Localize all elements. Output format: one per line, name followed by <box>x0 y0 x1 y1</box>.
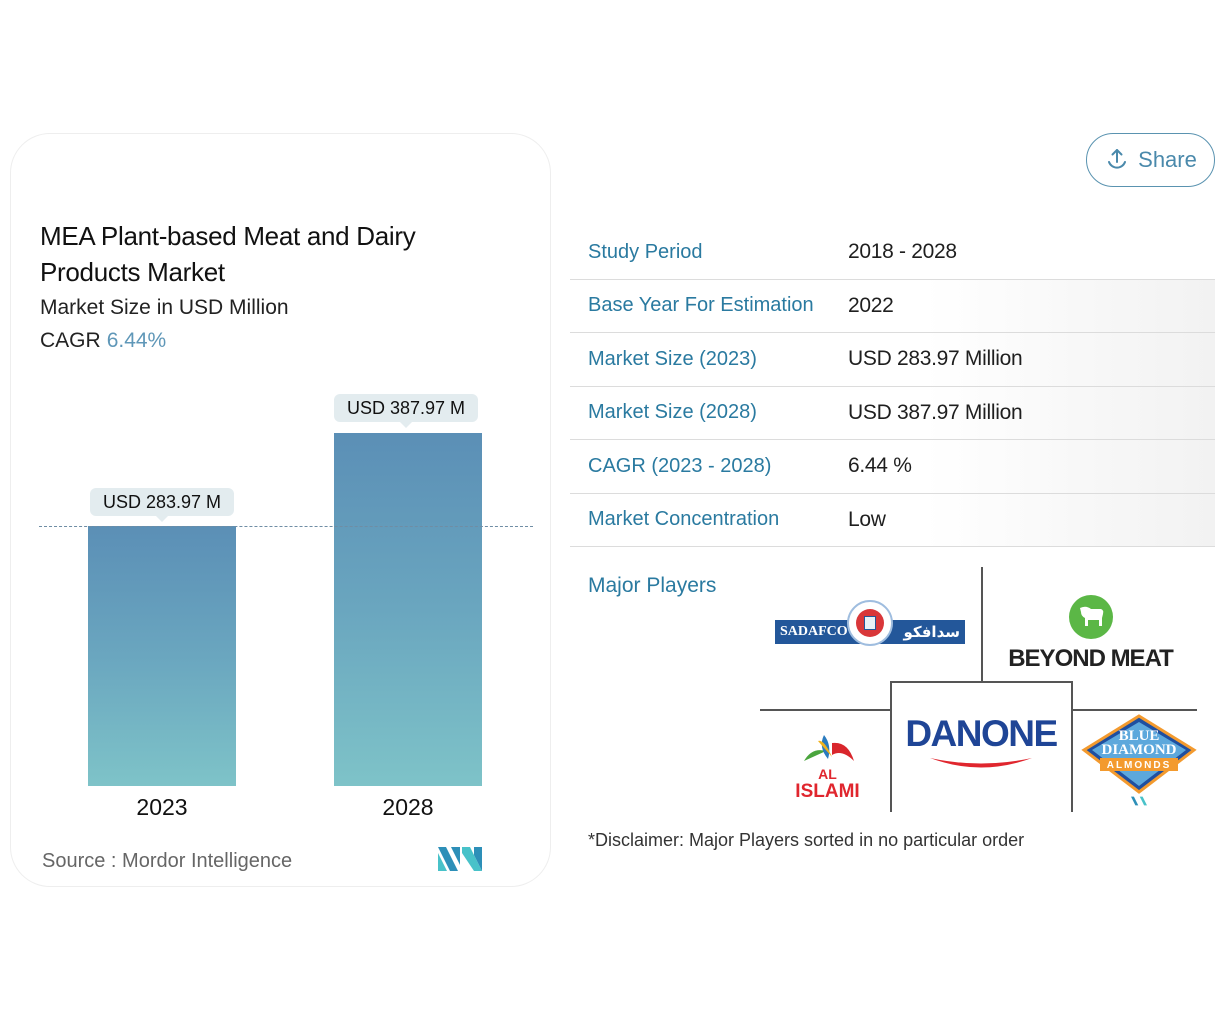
mordor-watermark-icon <box>1131 796 1147 805</box>
logo-blue-diamond: BLUE DIAMOND ALMONDS <box>1078 712 1200 807</box>
bar-chart: USD 283.97 M USD 387.97 M 2023 2028 <box>11 134 552 888</box>
share-upload-icon <box>1108 149 1127 169</box>
sadafco-name: SADAFCO <box>780 624 848 639</box>
row-value: 2022 <box>848 293 894 317</box>
chart-title: MEA Plant-based Meat and Dairy Products … <box>40 221 416 287</box>
al-islami-line2: ISLAMI <box>795 781 860 802</box>
cagr-label: CAGR <box>40 329 101 352</box>
row-key: CAGR (2023 - 2028) <box>588 454 772 477</box>
table-row-market-size-2028: Market Size (2028) USD 387.97 Million <box>570 386 1215 440</box>
grid-divider <box>760 709 890 711</box>
cagr-line: CAGR 6.44% <box>40 329 166 353</box>
grid-divider <box>890 681 1072 683</box>
row-key: Market Concentration <box>588 508 780 531</box>
share-label: Share <box>1138 147 1197 172</box>
major-players-title: Major Players <box>588 574 717 597</box>
bar-label-2023: USD 283.97 M <box>90 488 235 522</box>
grid-divider <box>1071 681 1073 812</box>
major-players-logos: SADAFCO سدافكو BEYOND MEAT AL ISLAMI DAN… <box>760 567 1200 812</box>
table-row-market-concentration: Market Concentration Low <box>570 493 1215 547</box>
al-islami-sails-icon <box>803 735 854 761</box>
beyond-meat-steer-icon <box>1068 594 1113 639</box>
row-value: USD 283.97 Million <box>848 347 1023 371</box>
reference-dashed-line <box>39 526 533 527</box>
row-value: USD 387.97 Million <box>848 400 1023 424</box>
source-text: Source : Mordor Intelligence <box>42 850 293 872</box>
grid-divider <box>981 567 983 682</box>
danone-wordmark: DANONE <box>905 712 1058 754</box>
row-key: Market Size (2028) <box>588 401 757 424</box>
row-key: Base Year For Estimation <box>588 294 814 317</box>
disclaimer-text: *Disclaimer: Major Players sorted in no … <box>588 830 1025 850</box>
row-key: Study Period <box>588 240 703 263</box>
row-key: Market Size (2023) <box>588 347 757 370</box>
blue-diamond-almonds-logo-icon: BLUE DIAMOND ALMONDS <box>1081 713 1197 794</box>
table-row-base-year: Base Year For Estimation 2022 <box>570 279 1215 333</box>
al-islami-line1: AL <box>818 766 837 782</box>
x-tick-2023: 2023 <box>136 794 188 820</box>
svg-text:DIAMOND: DIAMOND <box>1102 742 1177 758</box>
logo-al-islami: AL ISLAMI <box>770 727 885 807</box>
row-value: 6.44 % <box>848 454 912 478</box>
bar-2023 <box>88 526 236 786</box>
logo-beyond-meat: BEYOND MEAT <box>988 591 1193 676</box>
x-tick-2028: 2028 <box>382 794 434 820</box>
grid-divider <box>890 681 892 812</box>
table-row-market-size-2023: Market Size (2023) USD 283.97 Million <box>570 333 1215 387</box>
bar-2028 <box>334 433 482 786</box>
cagr-value: 6.44% <box>106 329 167 352</box>
table-row-cagr: CAGR (2023 - 2028) 6.44 % <box>570 440 1215 494</box>
sadafco-arabic: سدافكو <box>903 623 960 641</box>
grid-divider <box>1071 709 1197 711</box>
sadafco-seal-icon <box>847 600 893 646</box>
row-value: Low <box>848 507 886 531</box>
chart-subtitle: Market Size in USD Million <box>40 296 289 319</box>
danone-smile-icon <box>930 757 1032 767</box>
mordor-intelligence-logo-icon <box>438 847 482 871</box>
logo-danone: DANONE <box>892 709 1070 774</box>
market-info-table: Study Period 2018 - 2028 Base Year For E… <box>570 226 1215 547</box>
logo-sadafco: SADAFCO سدافكو <box>770 597 970 667</box>
svg-text:BLUE: BLUE <box>1119 728 1160 744</box>
share-button[interactable]: Share <box>1086 133 1215 187</box>
bar-label-2028: USD 387.97 M <box>334 394 479 428</box>
row-value: 2018 - 2028 <box>848 240 957 264</box>
svg-text:ALMONDS: ALMONDS <box>1107 760 1172 771</box>
market-chart-card: MEA Plant-based Meat and Dairy Products … <box>10 133 551 887</box>
beyond-meat-wordmark: BEYOND MEAT <box>1008 644 1174 672</box>
table-row-study-period: Study Period 2018 - 2028 <box>570 226 1215 280</box>
